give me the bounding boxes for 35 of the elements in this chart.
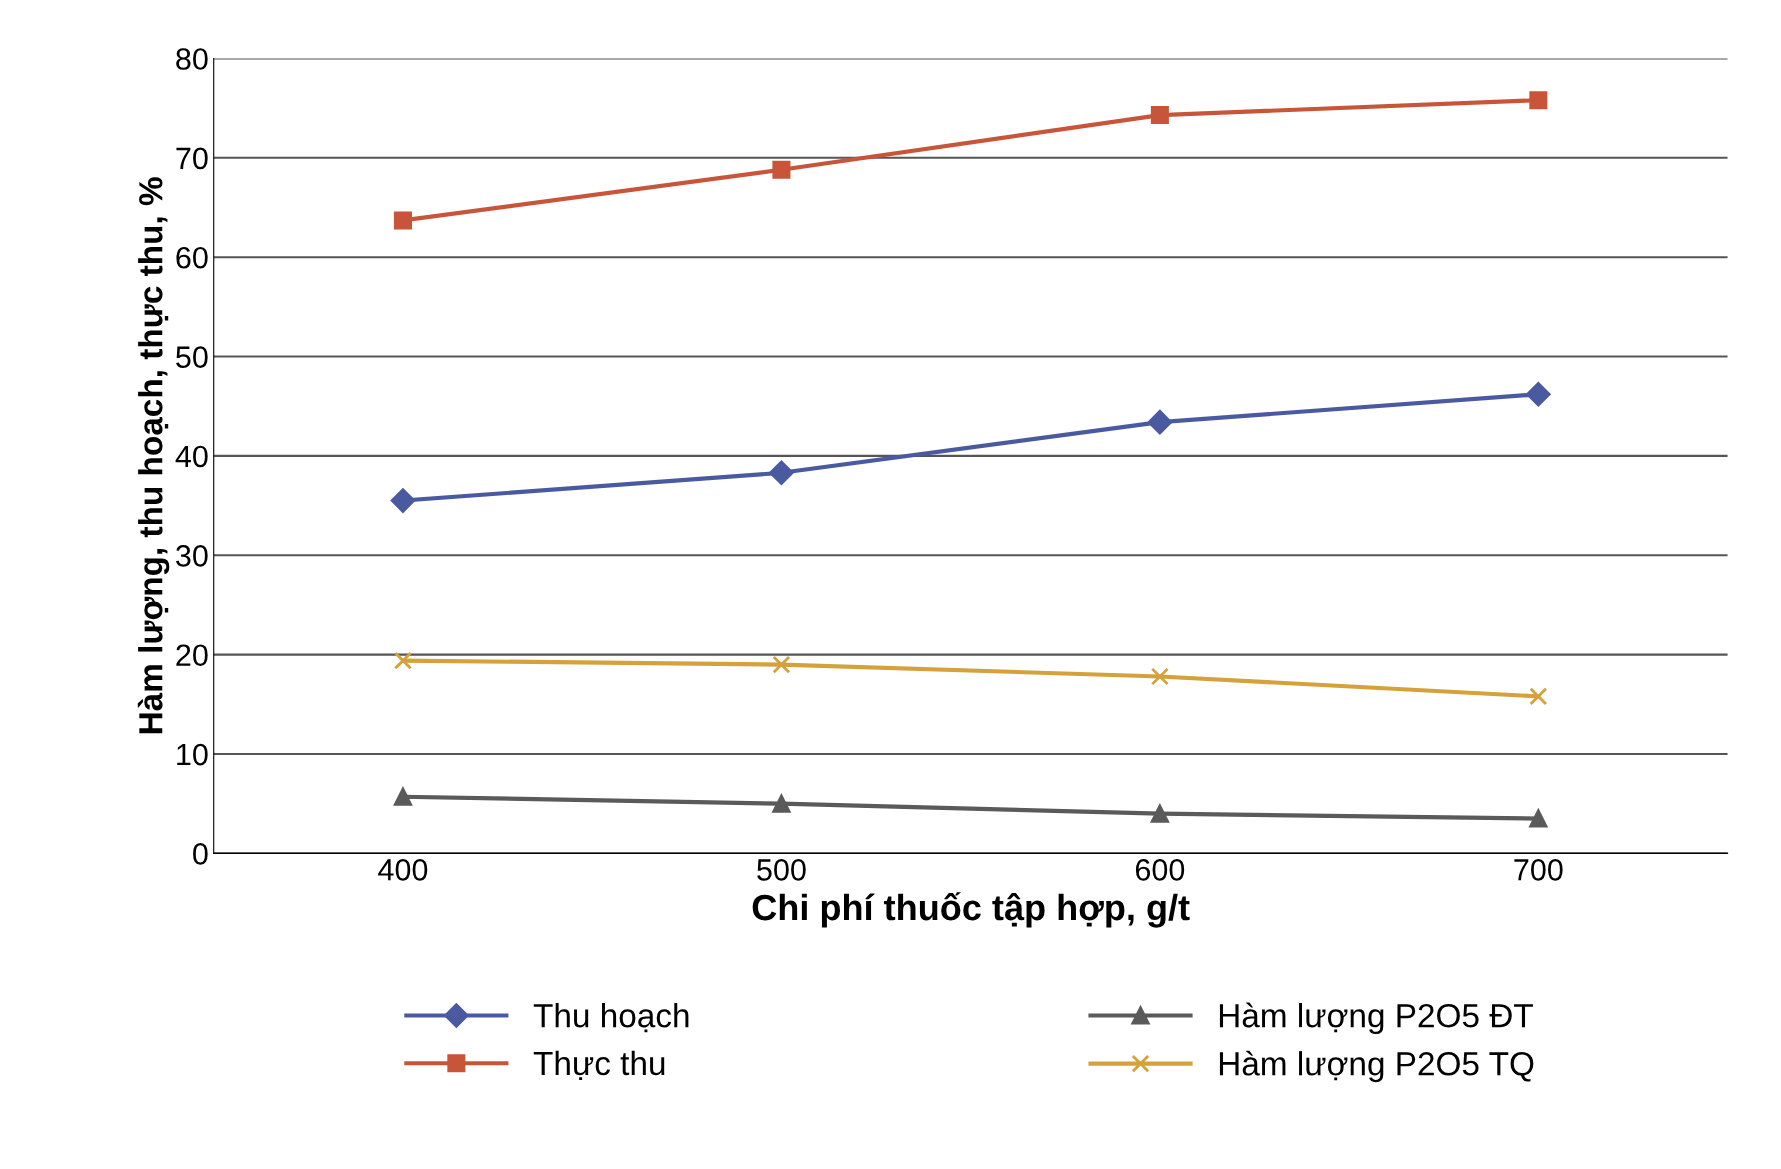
point	[1529, 809, 1548, 828]
y-tick-label: 70	[176, 147, 208, 170]
point	[1529, 91, 1548, 110]
point	[393, 787, 412, 806]
x-tick-label: 600	[1135, 859, 1185, 881]
point	[393, 211, 412, 230]
point	[390, 488, 416, 513]
x-tick-label: 400	[378, 859, 428, 881]
point	[1529, 687, 1548, 706]
y-tick-label: 60	[176, 246, 208, 269]
point	[1147, 409, 1173, 435]
x-axis-title: Chi phí thuốc tập hợp, g/t	[752, 892, 1190, 928]
legend-label: Hàm lượng P2O5 TQ	[1219, 1050, 1534, 1083]
point	[772, 160, 791, 179]
y-tick-label: 50	[176, 346, 208, 368]
point	[1526, 382, 1551, 407]
legend-label: Thực thu	[533, 1050, 665, 1080]
y-tick-label: 10	[177, 743, 208, 766]
point	[393, 651, 412, 670]
point	[772, 655, 791, 674]
point	[1150, 667, 1169, 686]
y-tick-label: 20	[176, 644, 208, 667]
y-axis-title: Hàm lượng, thu hoạch, thực thu, %	[137, 177, 170, 734]
legend-label: Hàm lượng P2O5 ĐT	[1219, 1002, 1533, 1035]
y-tick-label: 80	[176, 48, 208, 70]
y-tick-label: 40	[175, 445, 208, 468]
point	[1150, 106, 1169, 125]
legend-label: Thu hoạch	[533, 1003, 689, 1033]
point	[769, 460, 794, 485]
x-tick-label: 700	[1514, 859, 1563, 881]
point	[772, 794, 791, 813]
point	[1150, 804, 1169, 823]
x-tick-label: 500	[757, 859, 806, 881]
y-tick-label: 30	[176, 545, 208, 567]
y-tick-label: 0	[193, 843, 208, 865]
